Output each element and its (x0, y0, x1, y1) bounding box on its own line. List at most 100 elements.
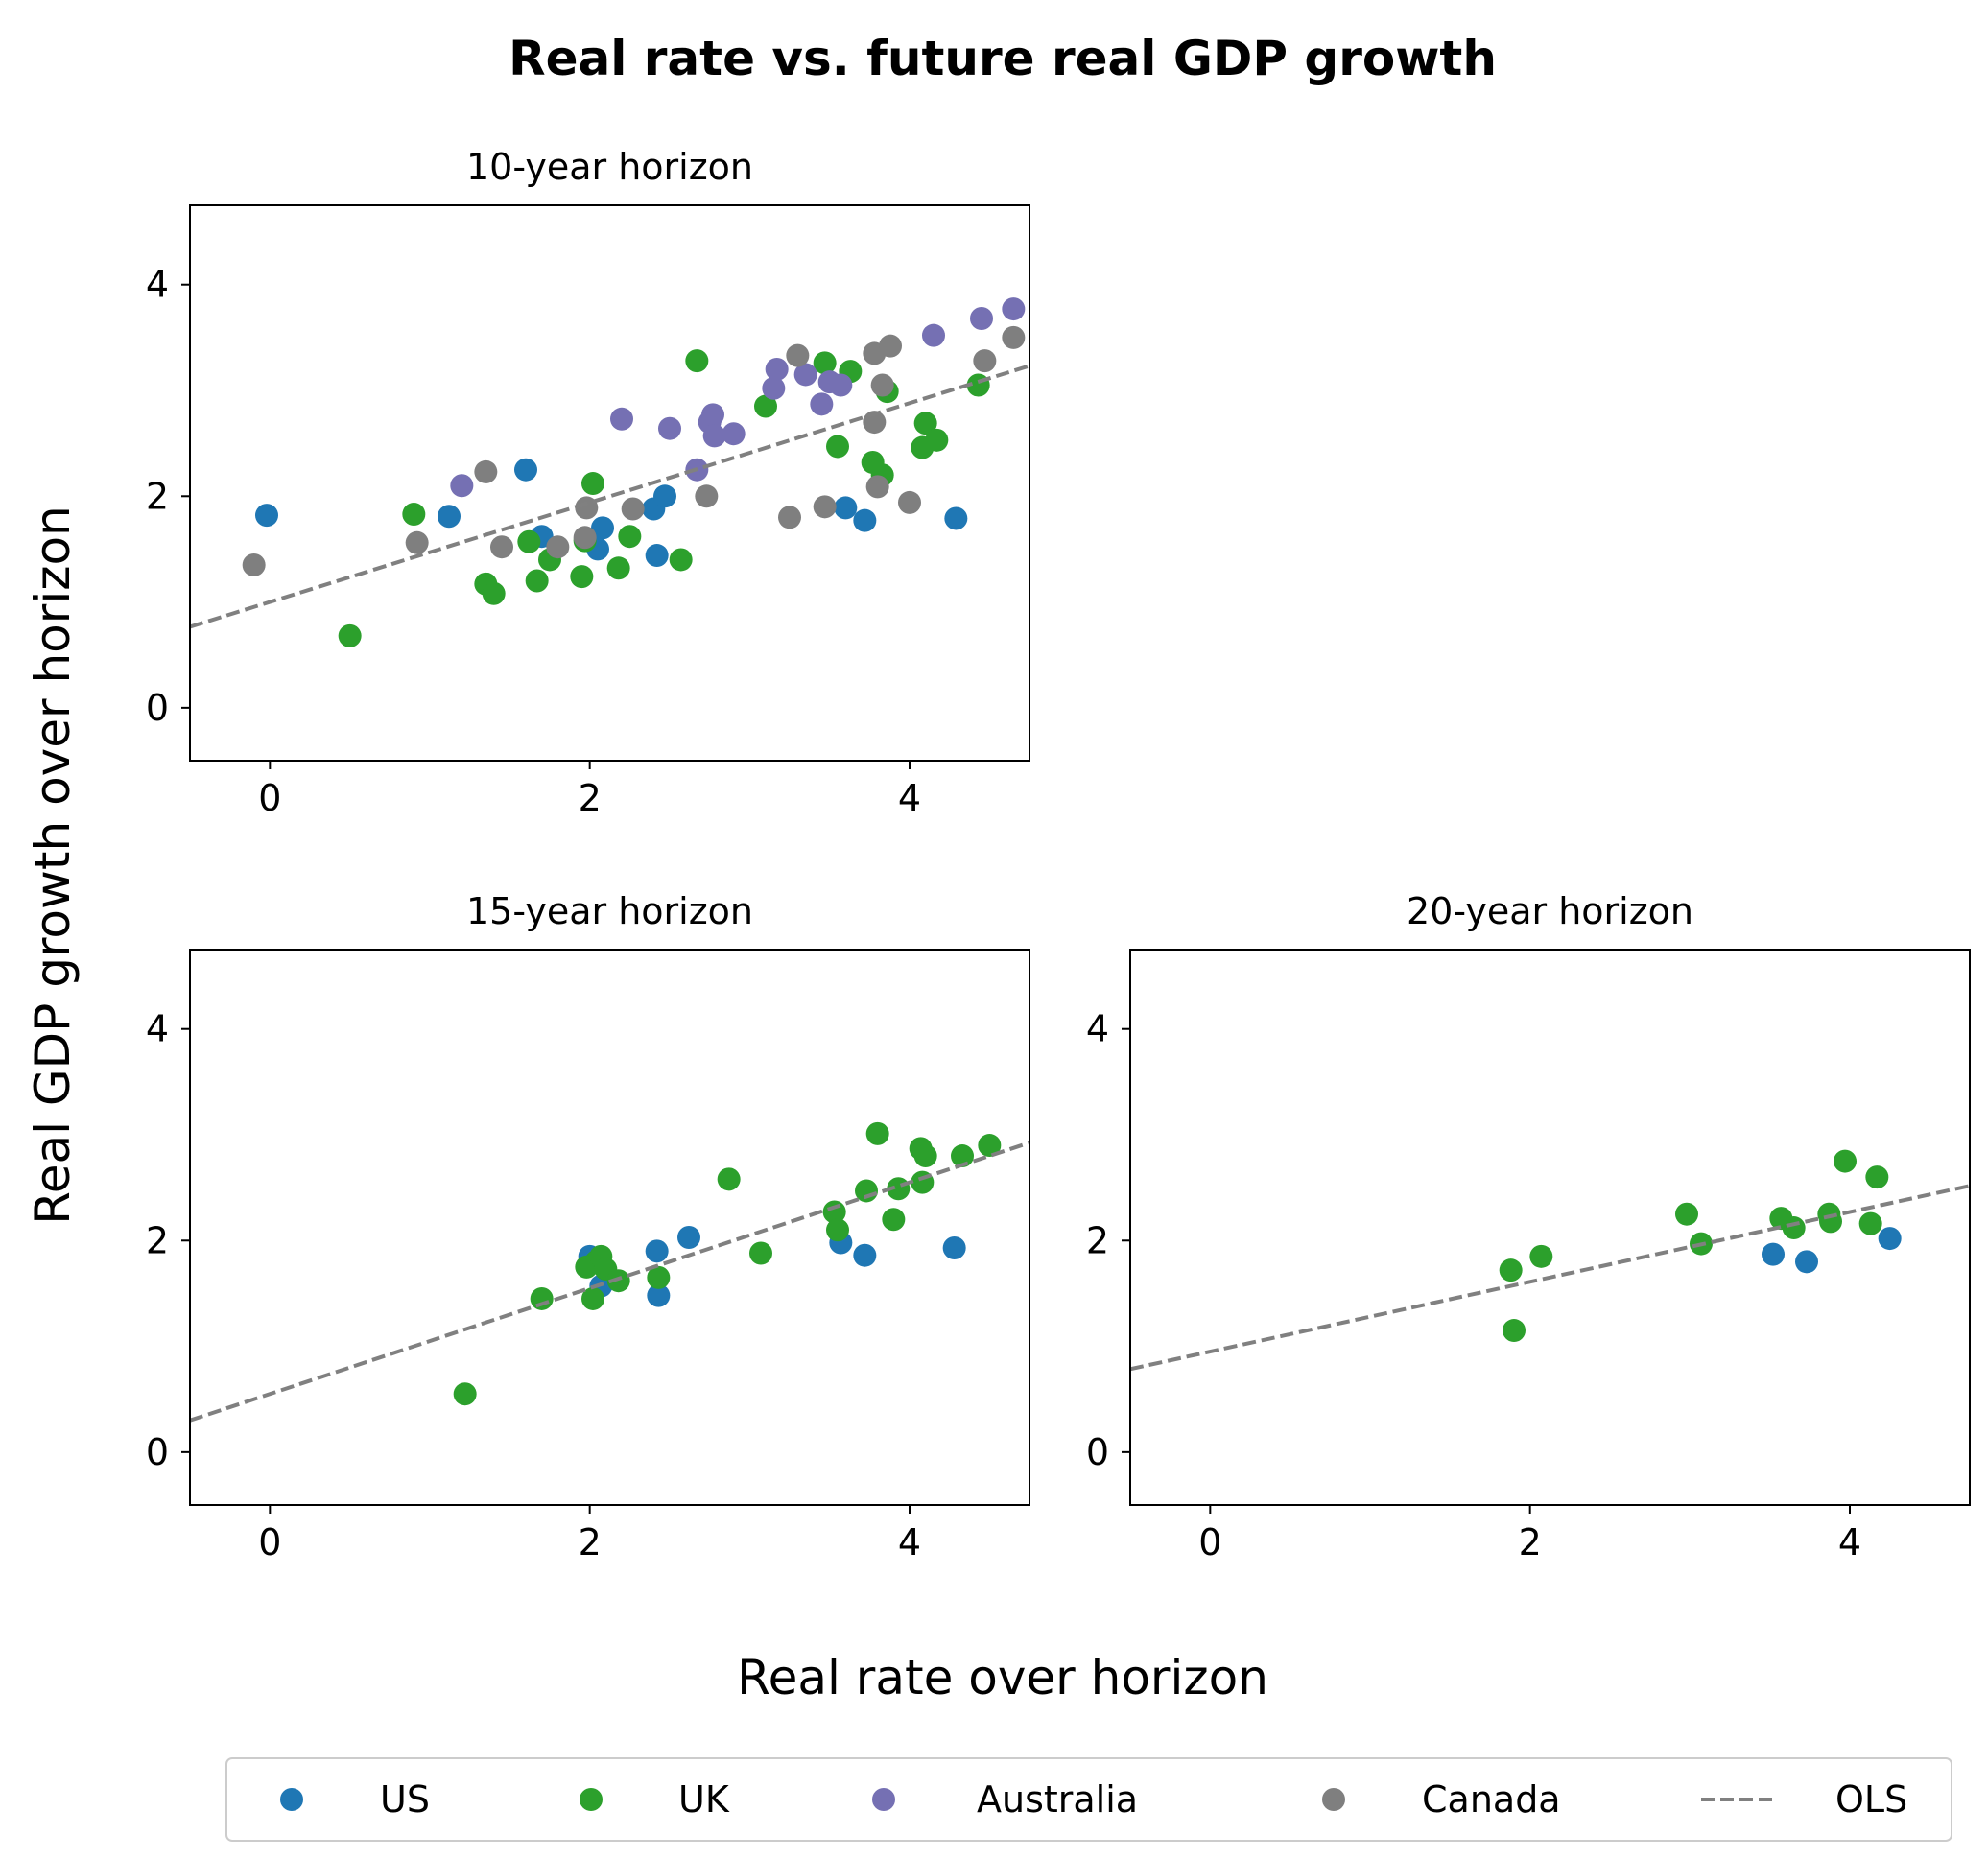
panel-3-point-uk (1819, 1210, 1842, 1234)
panel-1-point-us (438, 505, 461, 529)
panel-1-point-uk (618, 525, 642, 549)
panel-2-y-tick-label: 4 (146, 1008, 169, 1050)
panel-3-point-us (1762, 1242, 1785, 1266)
y-axis-label: Real GDP growth over horizon (25, 506, 81, 1225)
panel-1-point-australia (658, 416, 681, 440)
panel-3-frame (1129, 949, 1971, 1506)
panel-1-point-canada (778, 506, 801, 529)
panel-2-point-us (853, 1243, 877, 1267)
panel-2-point-uk (581, 1286, 604, 1310)
panel-1-point-uk (570, 565, 594, 589)
panels: 10-year horizon 0 2 4 0 2 4 15-year horizon 0 2 4 0… (146, 146, 1971, 1564)
figure-title: Real rate vs. future real GDP growth (509, 31, 1497, 86)
panel-1-point-uk (754, 394, 777, 418)
panel-3-point-uk (1834, 1149, 1857, 1173)
panel-1-point-australia (970, 307, 993, 331)
panel-3-y-tick-label: 2 (1086, 1219, 1109, 1261)
panel-1-point-canada (786, 343, 810, 367)
panel-1-point-canada (546, 535, 570, 559)
panel-1-point-canada (405, 530, 429, 554)
legend-entry-australia: Australia (872, 1778, 1138, 1821)
panel-1-point-uk (338, 623, 362, 647)
panel-1-point-canada (870, 373, 894, 397)
panel-2-point-uk (606, 1269, 630, 1293)
panel-1-point-uk (482, 581, 506, 605)
legend-swatch-canada (1322, 1788, 1345, 1811)
panel-1-point-us (853, 508, 877, 532)
panel-1-point-canada (973, 349, 997, 373)
panel-1-point-uk (581, 472, 604, 496)
legend: US UK Australia Canada OLS (225, 1757, 1952, 1842)
panel-1-point-canada (474, 459, 498, 483)
panel-2-point-us (942, 1236, 966, 1260)
legend-frame (225, 1757, 1952, 1842)
panel-1-point-uk (606, 556, 630, 580)
panel-1-point-uk (913, 412, 937, 435)
legend-swatch-us (280, 1788, 303, 1811)
panel-1-point-australia (1002, 297, 1026, 321)
panel-1-point-uk (669, 548, 693, 572)
legend-label-ols: OLS (1835, 1778, 1907, 1821)
panel-2-point-us (677, 1225, 700, 1249)
panel-2-point-uk (647, 1265, 671, 1289)
panel-2-frame (189, 949, 1030, 1506)
legend-entry-ols: OLS (1701, 1778, 1907, 1821)
panel-2-x-tick-label: 0 (258, 1521, 281, 1564)
legend-label-us: US (380, 1778, 430, 1821)
panel-1-point-australia (793, 363, 817, 387)
panel-3-point-uk (1503, 1319, 1526, 1343)
panel-1-point-us (514, 458, 537, 482)
panel-2-x-tick-label: 4 (898, 1521, 921, 1564)
panel-1-point-canada (865, 475, 889, 499)
panel-1-point-canada (490, 535, 513, 559)
panel-1-point-uk (925, 428, 949, 452)
panel-3-x-tick-label: 4 (1838, 1521, 1861, 1564)
panel-2-y-tick-label: 0 (146, 1431, 169, 1473)
panel-2-point-uk (826, 1218, 849, 1242)
panel-1-point-australia (610, 407, 633, 431)
panel-3-ols-line (1130, 1184, 1970, 1372)
panel-2-point-uk (978, 1134, 1002, 1158)
panel-1-point-canada (695, 484, 719, 508)
panel-1-point-australia (762, 376, 786, 400)
panel-2-x-tick-label: 2 (579, 1521, 602, 1564)
panel-1-point-us (645, 544, 669, 568)
panel-2: 15-year horizon 0 2 4 0 2 4 (146, 890, 1030, 1564)
panel-2-point-uk (951, 1144, 974, 1168)
panel-2-point-uk (453, 1382, 477, 1406)
panel-3-point-uk (1782, 1216, 1806, 1240)
panel-3-point-uk (1529, 1244, 1553, 1268)
panel-3-point-uk (1858, 1211, 1882, 1235)
panel-1-point-australia (450, 474, 474, 498)
legend-entry-canada: Canada (1322, 1778, 1561, 1821)
legend-label-uk: UK (678, 1778, 730, 1821)
panel-1-point-australia (922, 323, 945, 347)
panel-1-point-uk (813, 351, 837, 375)
panel-1-point-canada (813, 495, 837, 519)
panel-3-point-us (1878, 1227, 1902, 1251)
panel-1-ols-line (190, 364, 1030, 629)
panel-1-point-us (944, 506, 968, 530)
panel-1-point-uk (517, 529, 541, 553)
panel-2-ols-line (190, 1141, 1030, 1423)
panel-1-point-canada (573, 526, 597, 550)
panel-1-point-canada (879, 334, 902, 358)
panel-1-point-uk (685, 349, 709, 373)
panel-1-point-australia (810, 392, 834, 416)
panel-3-point-uk (1675, 1202, 1698, 1226)
legend-entry-us: US (280, 1778, 430, 1821)
panel-1-y-tick-label: 2 (146, 475, 169, 517)
panel-3-x-tick-label: 2 (1519, 1521, 1542, 1564)
panel-1-point-canada (621, 497, 645, 521)
panel-1-point-australia (702, 424, 726, 448)
panel-1-point-australia (829, 373, 853, 397)
panel-3-y-tick-label: 0 (1086, 1431, 1109, 1473)
legend-swatch-uk (580, 1788, 603, 1811)
panel-2-point-uk (530, 1286, 554, 1310)
panel-2-point-uk (882, 1208, 906, 1232)
panel-1-point-us (653, 484, 676, 508)
panel-3-point-us (1795, 1250, 1818, 1274)
legend-label-australia: Australia (977, 1778, 1138, 1821)
